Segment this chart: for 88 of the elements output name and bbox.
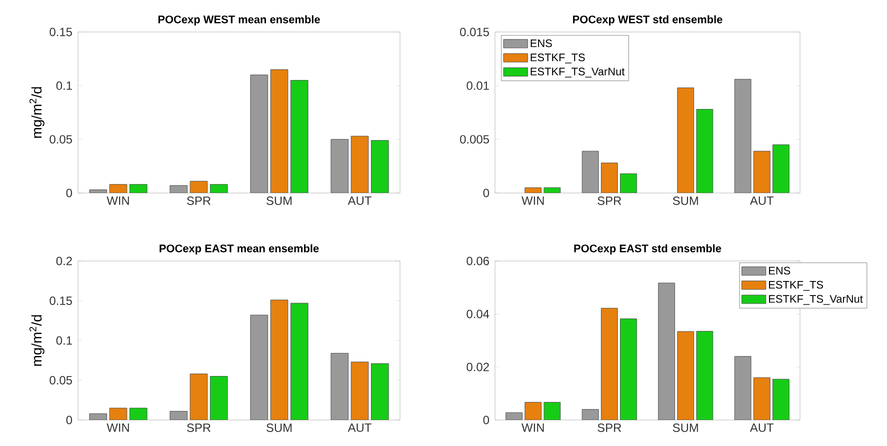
chart-title: POCexp WEST std ensemble	[573, 15, 722, 26]
chart-title: POCexp EAST mean ensemble	[160, 244, 319, 254]
chart-title: POCexp WEST mean ensemble	[158, 15, 320, 26]
x-tick-label: SPR	[187, 196, 210, 205]
bar	[89, 190, 108, 193]
x-tick-label: SUM	[266, 196, 292, 205]
bar	[370, 140, 389, 193]
bar	[600, 162, 618, 193]
y-axis-title: mg/m$^{2}$/d	[29, 315, 44, 366]
x-tick-label: SPR	[187, 424, 210, 432]
bar	[190, 180, 208, 193]
bar	[677, 331, 694, 420]
bar	[330, 139, 349, 193]
y-tick-label: 0.01	[466, 81, 489, 90]
bar	[506, 412, 523, 420]
x-tick-label: WIN	[522, 424, 544, 432]
x-tick-label: SPR	[598, 424, 622, 432]
legend-label: ESTKF_TS	[530, 54, 585, 64]
y-tick-label: 0	[66, 416, 72, 424]
bar	[734, 78, 752, 193]
bar	[734, 356, 752, 420]
bar	[544, 402, 561, 420]
x-tick-label: AUT	[348, 196, 372, 205]
bar	[772, 144, 790, 193]
bar	[582, 150, 599, 193]
bar	[677, 88, 694, 193]
bar	[600, 308, 618, 420]
y-tick-label: 0	[66, 188, 72, 198]
bar	[250, 74, 268, 193]
x-tick-label: SUM	[266, 424, 292, 432]
bar	[109, 184, 128, 193]
y-tick-label: 0.05	[50, 376, 72, 384]
bar	[544, 187, 561, 193]
x-tick-label: WIN	[522, 196, 544, 205]
x-tick-label: SUM	[672, 196, 698, 205]
y-tick-label: 0.2	[56, 256, 72, 266]
y-tick-label: 0	[483, 188, 490, 198]
y-tick-label: 0.15	[50, 296, 72, 305]
bar	[620, 318, 637, 420]
bar	[190, 374, 208, 420]
bar	[270, 300, 288, 420]
bar	[109, 408, 128, 420]
bar	[524, 187, 542, 193]
bar	[210, 376, 228, 420]
y-tick-label: 0.02	[466, 362, 489, 372]
bar	[210, 184, 228, 193]
bar	[290, 302, 308, 420]
y-tick-label: 0	[483, 416, 490, 424]
bar	[250, 314, 268, 420]
legend-label: ENS	[769, 266, 790, 275]
bar	[753, 377, 770, 420]
y-tick-label: 0.04	[466, 310, 490, 318]
x-tick-label: WIN	[106, 424, 129, 432]
y-tick-label: 0.005	[460, 135, 489, 144]
y-tick-label: 0.015	[460, 28, 489, 36]
bar	[370, 363, 389, 420]
y-tick-label: 0.1	[56, 336, 72, 345]
bar	[696, 330, 714, 420]
legend-label: ESTKF_TS_VarNut	[530, 68, 625, 78]
bar	[350, 362, 369, 420]
x-tick-label: AUT	[348, 424, 372, 432]
y-tick-label: 0.1	[56, 81, 72, 90]
bar	[658, 282, 676, 420]
legend-label: ENS	[530, 39, 552, 48]
bar	[330, 352, 349, 420]
x-tick-label: AUT	[750, 424, 774, 432]
bar	[270, 69, 288, 193]
legend-label: ESTKF_TS_VarNut	[769, 295, 863, 305]
x-tick-label: SPR	[598, 196, 622, 205]
bar	[582, 409, 599, 420]
bar	[170, 185, 188, 193]
y-axis-title: mg/m$^{2}$/d	[29, 87, 44, 138]
bar	[350, 136, 369, 193]
y-tick-label: 0.05	[50, 135, 72, 144]
bar	[696, 109, 714, 193]
x-tick-label: AUT	[750, 196, 774, 205]
x-tick-label: WIN	[106, 196, 129, 205]
bar	[753, 150, 770, 193]
bar	[290, 80, 308, 193]
y-tick-label: 0.06	[466, 256, 489, 266]
bar	[620, 173, 637, 193]
bar	[524, 402, 542, 420]
bar	[772, 378, 790, 420]
legend-label: ESTKF_TS	[769, 280, 824, 291]
y-tick-label: 0.15	[50, 28, 72, 36]
chart-title: POCexp EAST std ensemble	[574, 244, 722, 254]
x-tick-label: SUM	[672, 424, 698, 432]
bar	[129, 184, 148, 193]
